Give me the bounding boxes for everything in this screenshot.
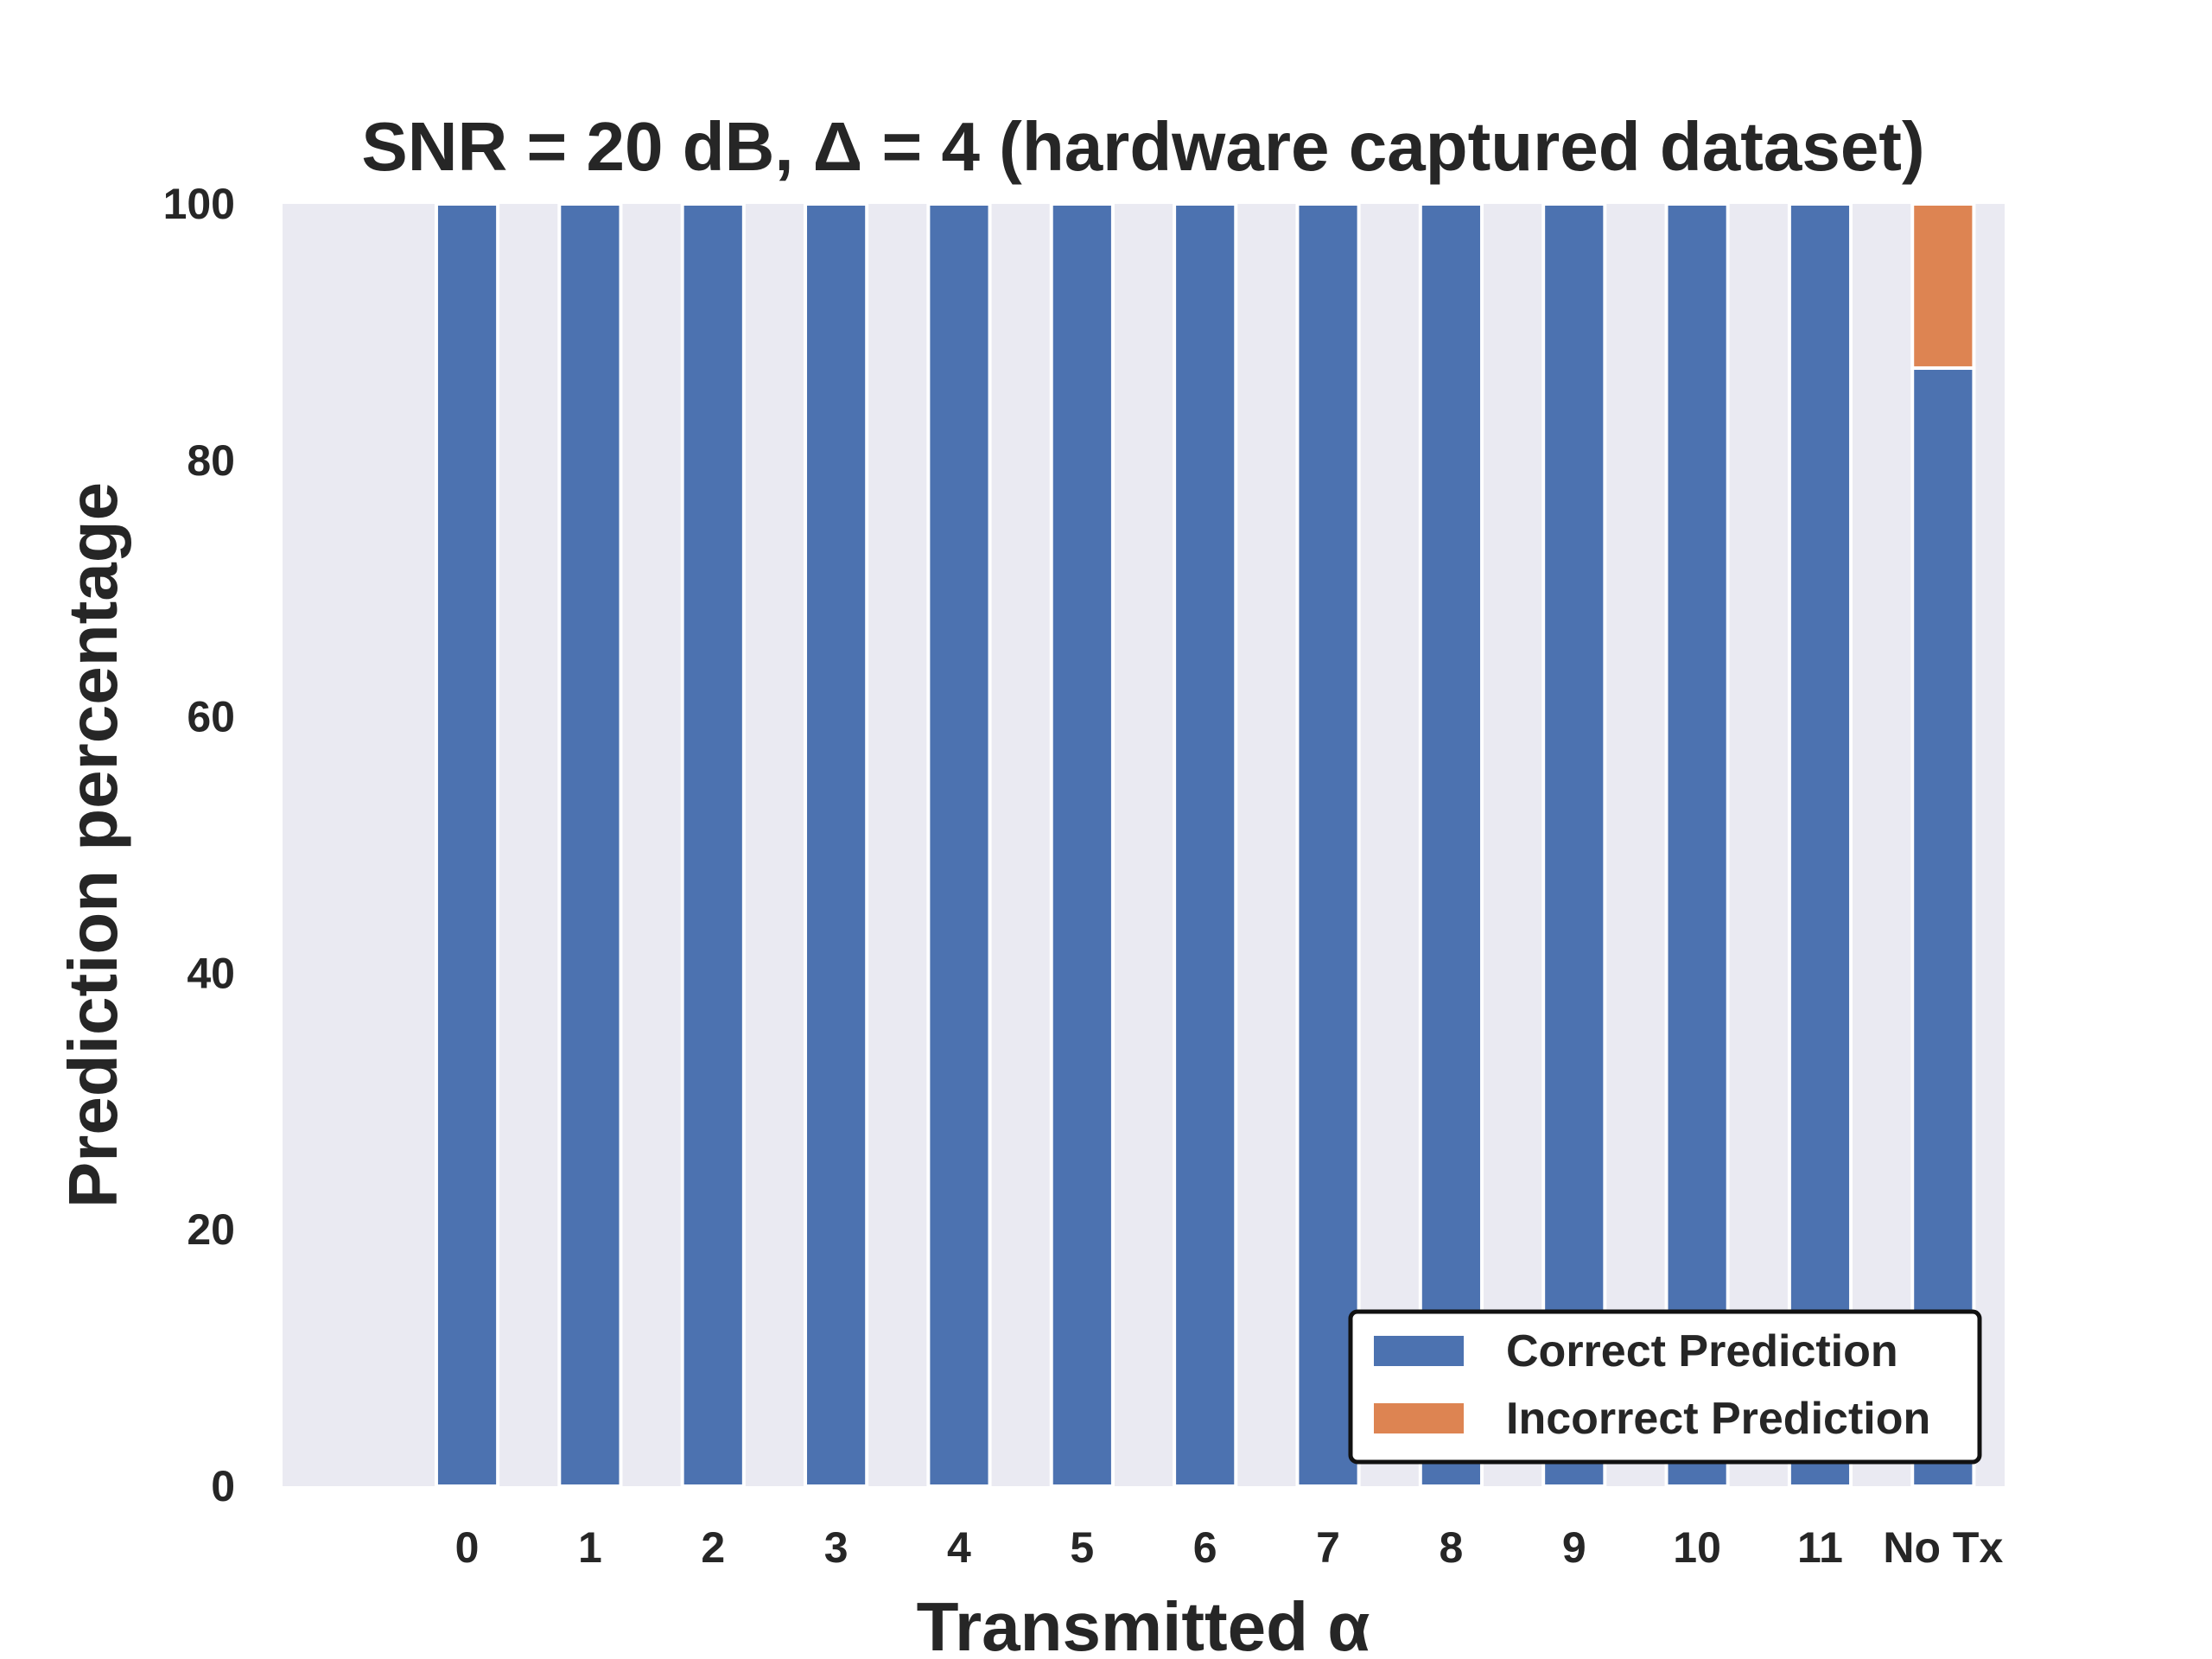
bar-correct-9 — [1541, 202, 1607, 1488]
bar-correct-10 — [1664, 202, 1730, 1488]
y-tick-labels: 0 20 40 60 80 100 — [163, 180, 235, 1510]
y-tick-label: 80 — [187, 436, 235, 485]
chart-title: SNR = 20 dB, Δ = 4 (hardware captured da… — [361, 108, 1924, 185]
x-tick-label: 3 — [824, 1523, 849, 1572]
bar-correct-2 — [680, 202, 746, 1488]
bar-correct-8 — [1418, 202, 1484, 1488]
bar-correct-1 — [557, 202, 623, 1488]
x-tick-label: 11 — [1797, 1523, 1843, 1572]
bar-correct-5 — [1049, 202, 1115, 1488]
y-axis-label: Prediction percentage — [54, 482, 131, 1208]
y-tick-label: 20 — [187, 1205, 235, 1254]
x-axis-label: Transmitted α — [917, 1588, 1370, 1659]
bars-group — [434, 202, 1976, 1488]
x-tick-label: 1 — [578, 1523, 602, 1572]
bar-correct-11 — [1787, 202, 1853, 1488]
y-tick-label: 100 — [163, 180, 235, 228]
x-tick-label: No Tx — [1883, 1523, 2003, 1572]
x-tick-label: 2 — [701, 1523, 725, 1572]
bar-correct-6 — [1173, 202, 1238, 1488]
x-tick-label: 4 — [947, 1523, 971, 1572]
x-tick-label: 10 — [1673, 1523, 1721, 1572]
legend-label-correct: Correct Prediction — [1506, 1326, 1898, 1376]
y-tick-label: 0 — [211, 1462, 235, 1510]
legend: Correct Prediction Incorrect Prediction — [1348, 1309, 1982, 1465]
x-tick-labels: 0 1 2 3 4 5 6 7 8 9 10 11 No Tx — [455, 1523, 2004, 1572]
bar-correct-3 — [804, 202, 869, 1488]
x-tick-label: 7 — [1316, 1523, 1340, 1572]
bar-correct-7 — [1295, 202, 1361, 1488]
legend-swatch-correct — [1374, 1336, 1464, 1366]
y-tick-label: 40 — [187, 949, 235, 997]
legend-label-incorrect: Incorrect Prediction — [1506, 1394, 1930, 1444]
bar-correct-4 — [926, 202, 992, 1488]
bar-correct-no-tx — [1910, 365, 1976, 1488]
x-tick-label: 5 — [1070, 1523, 1094, 1572]
x-tick-label: 8 — [1439, 1523, 1463, 1572]
legend-swatch-incorrect — [1374, 1403, 1464, 1433]
bar-incorrect-no-tx — [1910, 202, 1976, 370]
plot-area-background — [283, 204, 2005, 1486]
x-tick-label: 0 — [455, 1523, 480, 1572]
x-tick-label: 9 — [1562, 1523, 1586, 1572]
y-tick-label: 60 — [187, 693, 235, 741]
legend-box — [1348, 1309, 1982, 1465]
x-tick-label: 6 — [1193, 1523, 1217, 1572]
bar-correct-0 — [434, 202, 500, 1488]
